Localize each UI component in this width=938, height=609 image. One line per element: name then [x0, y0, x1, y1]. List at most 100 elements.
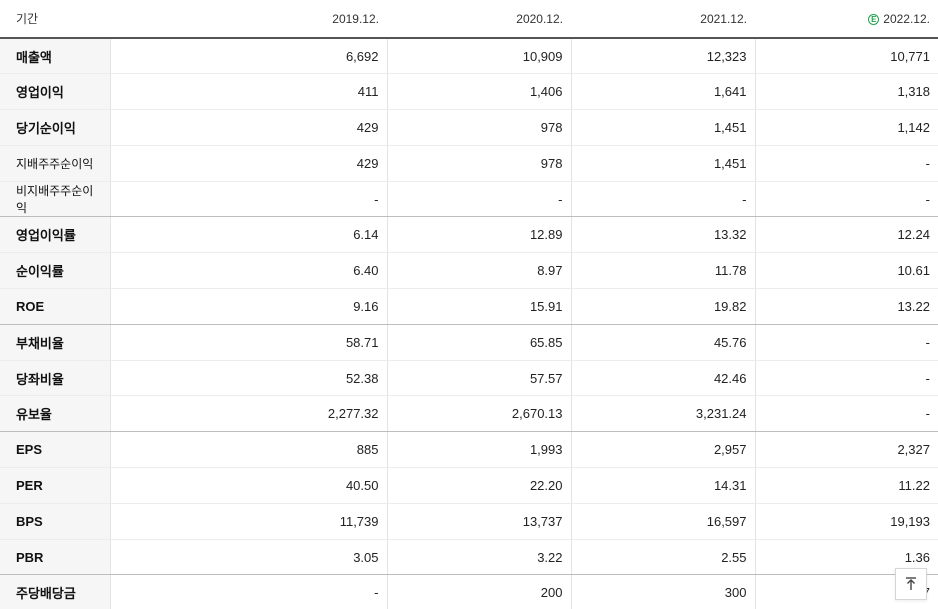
row-label: 주당배당금: [0, 574, 110, 609]
cell-value: 13.32: [570, 216, 755, 254]
cell-value: 22.20: [386, 467, 571, 504]
cell-value: -: [754, 395, 938, 433]
row-label: 영업이익: [0, 73, 110, 111]
cell-value: 13.22: [754, 288, 938, 325]
cell-value: 1,451: [570, 145, 755, 182]
cell-value: 19,193: [754, 503, 938, 540]
arrow-up-to-top-icon: [906, 577, 916, 590]
cell-value: 65.85: [386, 324, 571, 361]
cell-value: 1,993: [386, 431, 571, 469]
period-header: 기간: [0, 0, 110, 39]
year-header-2022-label: 2022.12.: [883, 11, 930, 26]
cell-value: 1,142: [754, 109, 938, 146]
table-row: BPS 11,739 13,737 16,597 19,193: [0, 503, 938, 540]
scroll-to-top-button[interactable]: [895, 568, 927, 600]
table-row: EPS 885 1,993 2,957 2,327: [0, 431, 938, 469]
table-row: 당좌비율 52.38 57.57 42.46 -: [0, 360, 938, 397]
cell-value: 11,739: [109, 503, 387, 540]
row-label: 매출액: [0, 38, 110, 75]
cell-value: -: [386, 181, 571, 218]
table-row: PER 40.50 22.20 14.31 11.22: [0, 467, 938, 504]
cell-value: 57.57: [386, 360, 571, 397]
row-label: 부채비율: [0, 324, 110, 361]
row-label: 당좌비율: [0, 360, 110, 397]
table-row: 영업이익률 6.14 12.89 13.32 12.24: [0, 216, 938, 254]
cell-value: -: [754, 181, 938, 218]
table-row: 지배주주순이익 429 978 1,451 -: [0, 145, 938, 182]
cell-value: 2,670.13: [386, 395, 571, 433]
row-label: 당기순이익: [0, 109, 110, 146]
table-row: 당기순이익 429 978 1,451 1,142: [0, 109, 938, 146]
row-label: ROE: [0, 288, 110, 325]
year-header-2019: 2019.12.: [110, 0, 387, 39]
cell-value: 12,323: [570, 38, 755, 75]
cell-value: 885: [109, 431, 387, 469]
cell-value: 11.78: [570, 252, 755, 290]
cell-value: 13,737: [386, 503, 571, 540]
cell-value: 411: [109, 73, 387, 111]
cell-value: 429: [109, 109, 387, 146]
table-row: 영업이익 411 1,406 1,641 1,318: [0, 73, 938, 111]
cell-value: 52.38: [109, 360, 387, 397]
row-label: PBR: [0, 539, 110, 576]
cell-value: 6.40: [109, 252, 387, 290]
table-row: 부채비율 58.71 65.85 45.76 -: [0, 324, 938, 361]
table-row: 순이익률 6.40 8.97 11.78 10.61: [0, 252, 938, 290]
cell-value: 8.97: [386, 252, 571, 290]
cell-value: 200: [386, 574, 571, 609]
row-label: BPS: [0, 503, 110, 540]
cell-value: 6,692: [109, 38, 387, 75]
cell-value: 978: [386, 109, 571, 146]
cell-value: 9.16: [109, 288, 387, 325]
cell-value: 1,406: [386, 73, 571, 111]
cell-value: 14.31: [570, 467, 755, 504]
cell-value: 1,641: [570, 73, 755, 111]
cell-value: -: [109, 181, 387, 218]
cell-value: 1,318: [754, 73, 938, 111]
cell-value: 3.05: [109, 539, 387, 576]
table-row: 주당배당금 - 200 300 7: [0, 574, 938, 609]
cell-value: 10,771: [754, 38, 938, 75]
row-label: EPS: [0, 431, 110, 469]
cell-value: 2.55: [570, 539, 755, 576]
estimate-icon: E: [868, 13, 880, 25]
row-label: PER: [0, 467, 110, 504]
cell-value: 19.82: [570, 288, 755, 325]
table-row: ROE 9.16 15.91 19.82 13.22: [0, 288, 938, 325]
table-header-row: 기간 2019.12. 2020.12. 2021.12. E 2022.12.: [0, 0, 938, 39]
row-label: 비지배주주순이익: [0, 181, 110, 218]
cell-value: 6.14: [109, 216, 387, 254]
cell-value: 10,909: [386, 38, 571, 75]
cell-value: 300: [570, 574, 755, 609]
year-header-2020: 2020.12.: [387, 0, 571, 39]
cell-value: 429: [109, 145, 387, 182]
table-row: 유보율 2,277.32 2,670.13 3,231.24 -: [0, 395, 938, 433]
year-header-2022-estimate: E 2022.12.: [755, 0, 938, 39]
cell-value: -: [570, 181, 755, 218]
cell-value: 42.46: [570, 360, 755, 397]
cell-value: 3,231.24: [570, 395, 755, 433]
table-row: 매출액 6,692 10,909 12,323 10,771: [0, 38, 938, 75]
cell-value: 40.50: [109, 467, 387, 504]
cell-value: 10.61: [754, 252, 938, 290]
table-row: 비지배주주순이익 - - - -: [0, 181, 938, 218]
cell-value: 1,451: [570, 109, 755, 146]
cell-value: 2,327: [754, 431, 938, 469]
cell-value: 15.91: [386, 288, 571, 325]
cell-value: 2,277.32: [109, 395, 387, 433]
cell-value: 16,597: [570, 503, 755, 540]
cell-value: 978: [386, 145, 571, 182]
cell-value: 3.22: [386, 539, 571, 576]
cell-value: -: [754, 324, 938, 361]
cell-value: 11.22: [754, 467, 938, 504]
cell-value: 58.71: [109, 324, 387, 361]
cell-value: 12.89: [386, 216, 571, 254]
row-label: 영업이익률: [0, 216, 110, 254]
cell-value: 2,957: [570, 431, 755, 469]
row-label: 지배주주순이익: [0, 145, 110, 182]
table-row: PBR 3.05 3.22 2.55 1.36: [0, 539, 938, 576]
row-label: 유보율: [0, 395, 110, 433]
cell-value: -: [754, 145, 938, 182]
cell-value: 45.76: [570, 324, 755, 361]
